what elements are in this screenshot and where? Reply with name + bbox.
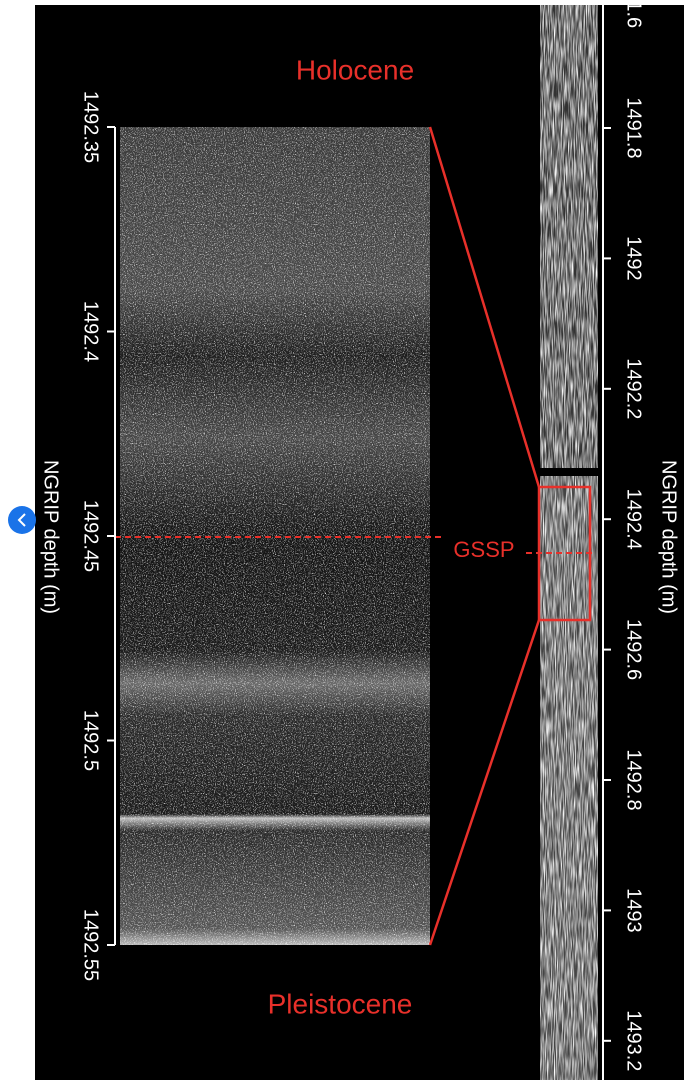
tick-label: 1492.55 (80, 909, 102, 981)
tick-label: 1492.8 (623, 749, 645, 810)
axis-title: NGRIP depth (m) (40, 460, 62, 614)
back-button-circle[interactable] (8, 506, 36, 534)
tick-label: 1492.4 (80, 301, 102, 362)
back-chevron[interactable] (17, 513, 26, 527)
tick-label: 1492.5 (80, 710, 102, 771)
axis-title: NGRIP depth (m) (658, 460, 680, 614)
tick-label: 1491.6 (623, 0, 645, 28)
tick-label: 1492 (623, 236, 645, 281)
zoom-line (428, 126, 541, 488)
tick-label: 1493 (623, 888, 645, 933)
back-button[interactable] (8, 506, 36, 534)
core-strip-upper-texture (540, 5, 598, 468)
tick-label: 1492.2 (623, 358, 645, 419)
epoch-label: Pleistocene (268, 988, 413, 1019)
zoom-line (428, 619, 541, 946)
tick-label: 1491.8 (623, 97, 645, 158)
gssp-label: GSSP (453, 537, 514, 562)
tick-label: 1493.2 (623, 1010, 645, 1071)
top-margin (0, 0, 684, 5)
core-strip-lower-texture (540, 476, 598, 1080)
tick-label: 1492.35 (80, 91, 102, 163)
tick-label: 1492.4 (623, 489, 645, 550)
tick-label: 1492.6 (623, 619, 645, 680)
epoch-label: Holocene (296, 54, 414, 85)
tick-label: 1492.45 (80, 500, 102, 572)
